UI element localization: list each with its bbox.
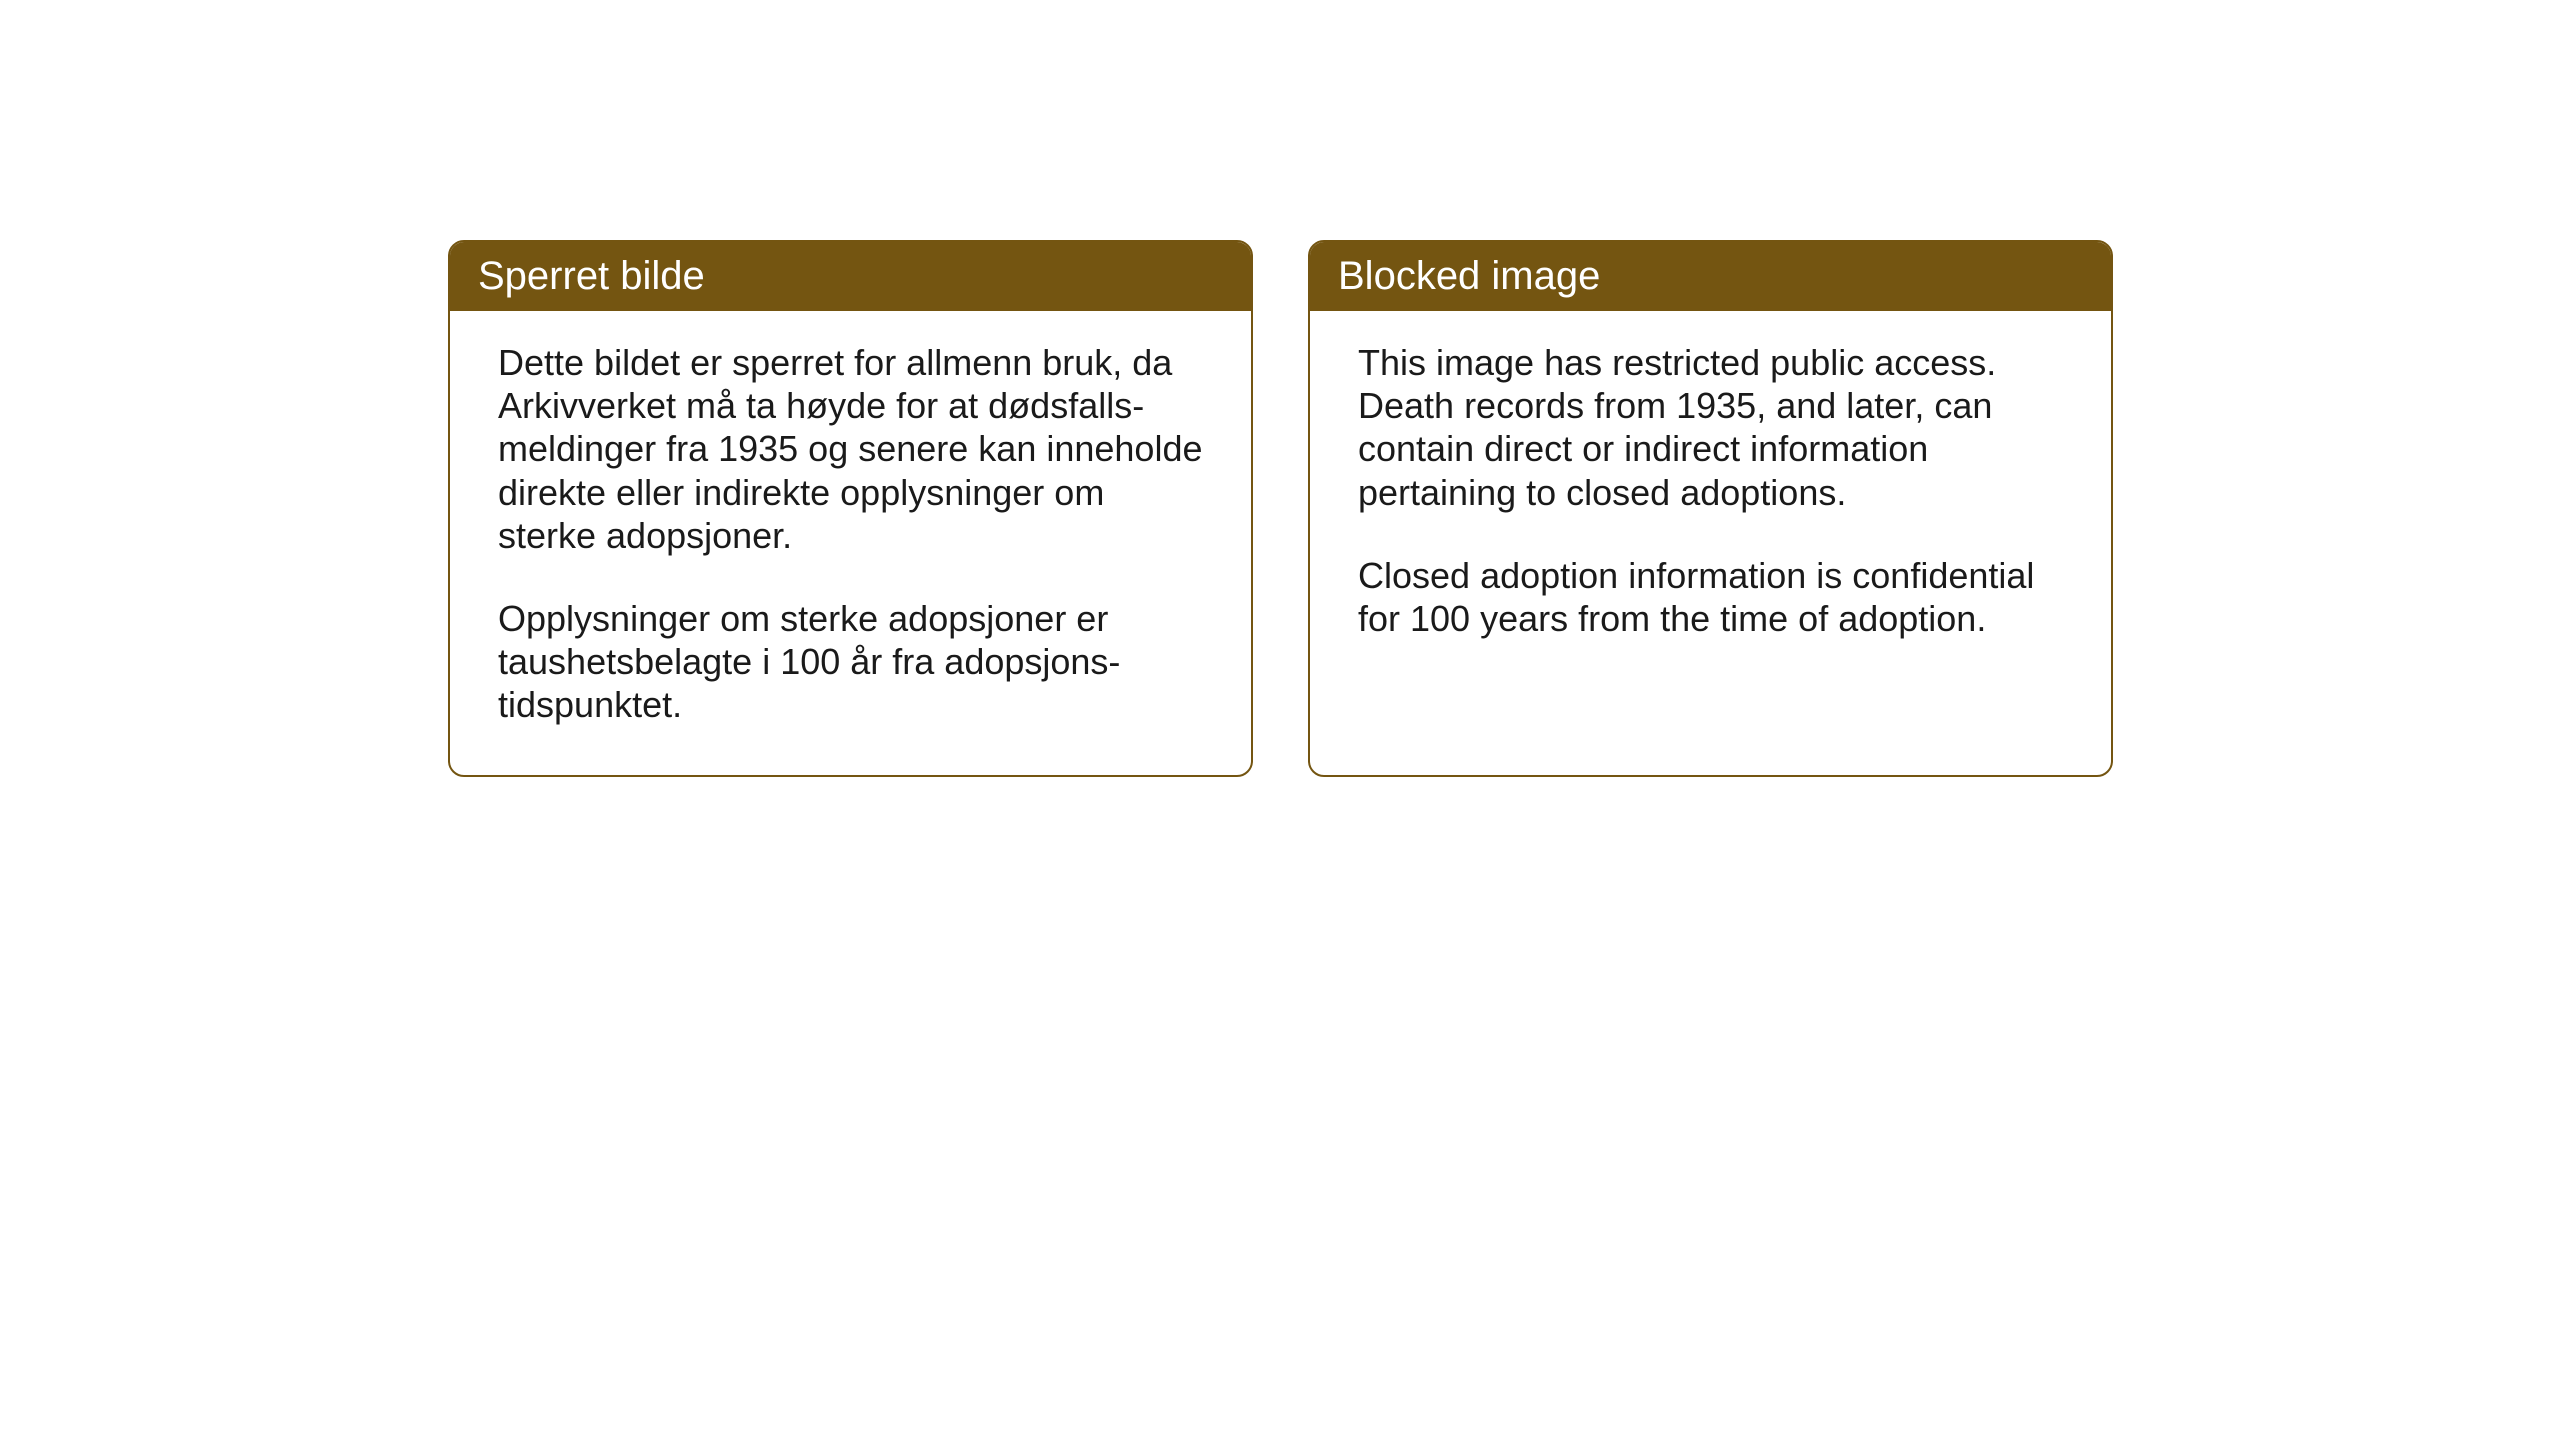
norwegian-paragraph-1: Dette bildet er sperret for allmenn bruk… (498, 341, 1203, 557)
english-paragraph-2: Closed adoption information is confident… (1358, 554, 2063, 640)
english-paragraph-1: This image has restricted public access.… (1358, 341, 2063, 514)
english-notice-card: Blocked image This image has restricted … (1308, 240, 2113, 777)
english-card-body: This image has restricted public access.… (1310, 311, 2111, 688)
norwegian-paragraph-2: Opplysninger om sterke adopsjoner er tau… (498, 597, 1203, 727)
notice-cards-container: Sperret bilde Dette bildet er sperret fo… (448, 240, 2113, 777)
norwegian-notice-card: Sperret bilde Dette bildet er sperret fo… (448, 240, 1253, 777)
english-card-title: Blocked image (1310, 242, 2111, 311)
norwegian-card-title: Sperret bilde (450, 242, 1251, 311)
norwegian-card-body: Dette bildet er sperret for allmenn bruk… (450, 311, 1251, 775)
